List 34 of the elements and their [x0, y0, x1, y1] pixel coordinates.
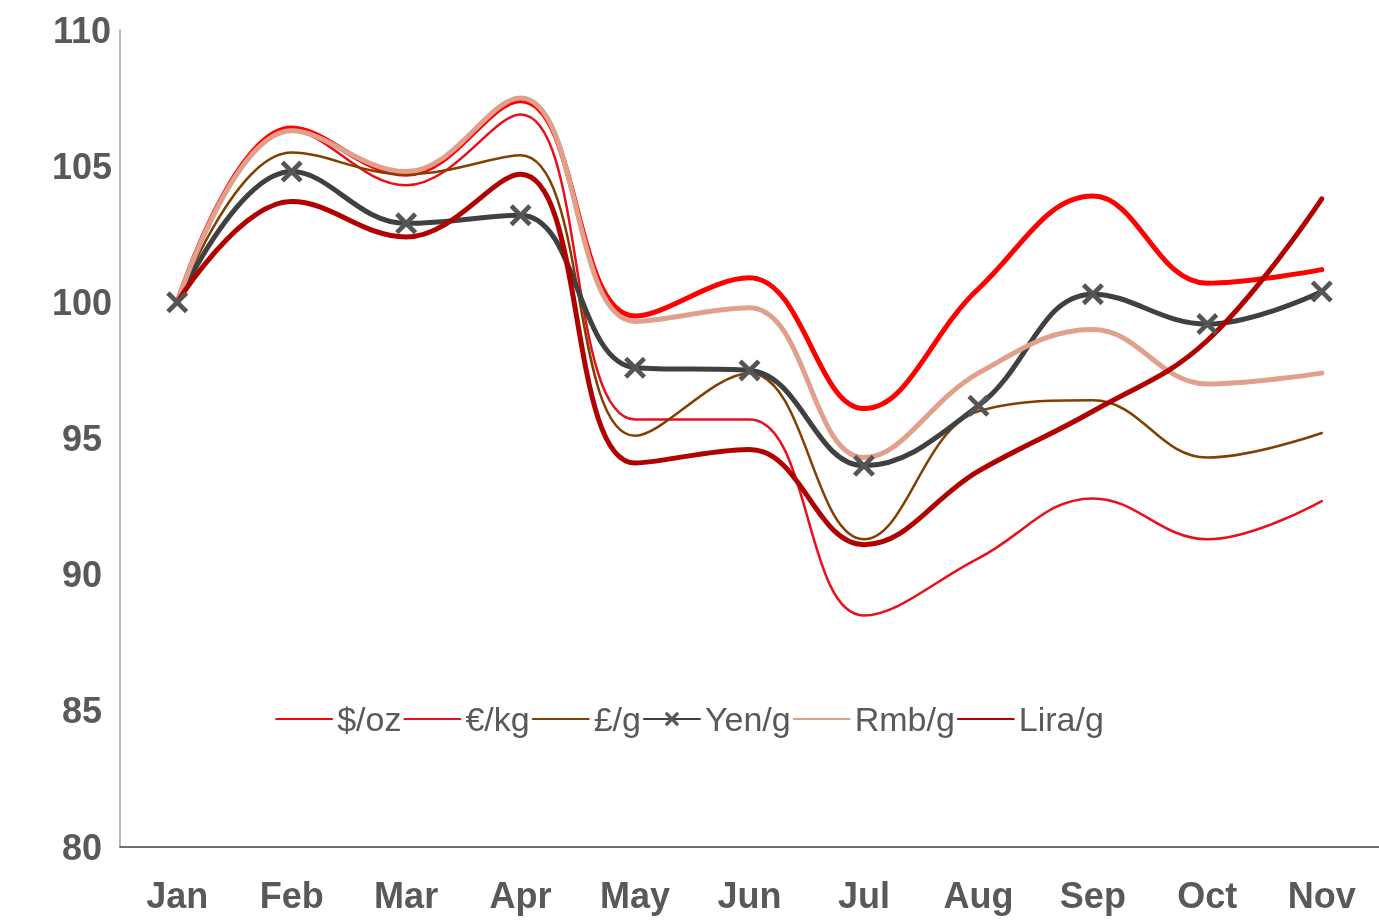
- y-tick-label: 100: [51, 281, 113, 323]
- y-tick-label: 80: [61, 826, 103, 868]
- legend-label: £/g: [593, 700, 641, 738]
- point: [852, 454, 875, 477]
- point: [967, 394, 990, 417]
- x-tick-label: Jan: [146, 874, 209, 916]
- point: [395, 212, 418, 235]
- y-tick-label: 85: [61, 690, 103, 732]
- x-tick-label: Mar: [374, 874, 439, 916]
- y-tick-label: 90: [61, 554, 103, 596]
- x-tick-label: Feb: [259, 874, 324, 916]
- y-tick-label: 110: [52, 9, 112, 51]
- point: [509, 204, 532, 227]
- y-tick-label: 105: [51, 145, 113, 187]
- x-tick-label: Oct: [1177, 874, 1238, 916]
- legend-label: Lira/g: [1018, 700, 1104, 738]
- legend-label: Rmb/g: [854, 700, 955, 738]
- x-tick-label: Jul: [837, 874, 890, 916]
- legend-label: Yen/g: [704, 700, 791, 738]
- x-tick-label: Nov: [1287, 874, 1356, 916]
- legend-label: $/oz: [337, 700, 402, 738]
- x-tick-label: May: [600, 874, 671, 916]
- point: [738, 359, 761, 382]
- y-tick-label: 95: [61, 418, 103, 459]
- legend-label: €/kg: [465, 700, 530, 738]
- x-tick-label: Aug: [943, 874, 1014, 916]
- point: [1310, 280, 1333, 303]
- point: [624, 356, 647, 379]
- point: [1081, 283, 1104, 306]
- x-tick-label: Jun: [717, 874, 782, 916]
- point: [1196, 313, 1219, 336]
- x-tick-label: Apr: [489, 874, 552, 916]
- point: [280, 160, 303, 183]
- x-tick-label: Sep: [1059, 874, 1126, 916]
